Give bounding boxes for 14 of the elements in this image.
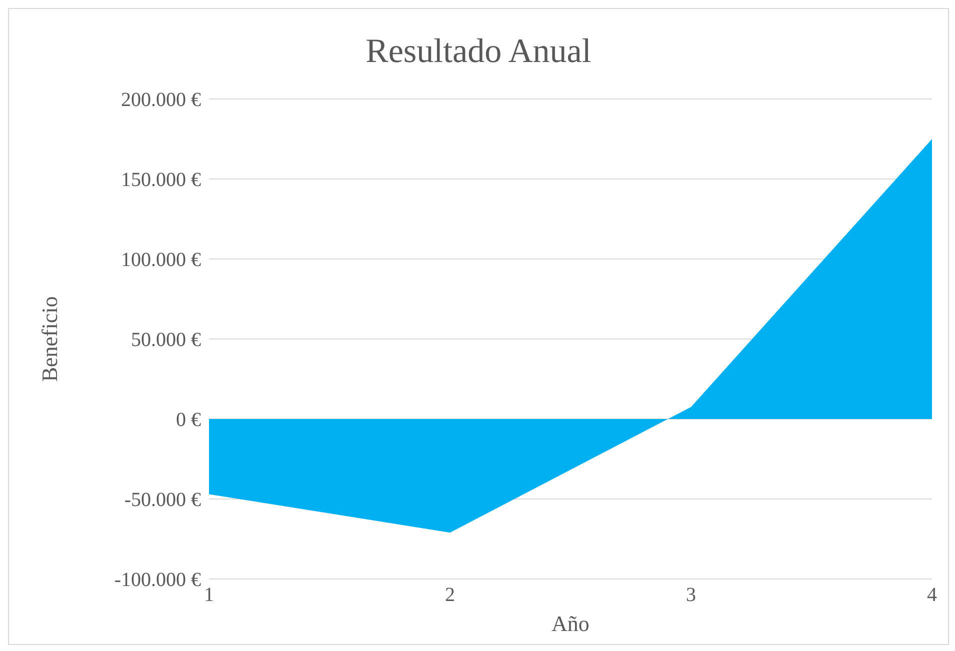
y-tick-label: 100.000 € xyxy=(121,249,201,272)
y-tick-label: 150.000 € xyxy=(121,169,201,192)
x-axis-title: Año xyxy=(552,611,590,636)
chart-title: Resultado Anual xyxy=(364,32,592,72)
y-axis-title: Beneficio xyxy=(36,296,62,382)
x-tick-label: 4 xyxy=(927,584,937,606)
x-tick-label: 2 xyxy=(445,584,455,606)
y-tick-label: -100.000 € xyxy=(114,569,201,592)
y-tick-label: 0 € xyxy=(176,409,201,432)
y-tick-label: -50.000 € xyxy=(124,489,201,512)
x-tick-label: 3 xyxy=(686,584,696,606)
y-tick-label: 50.000 € xyxy=(131,329,201,352)
y-tick-label: 200.000 € xyxy=(121,89,201,112)
x-tick-label: 1 xyxy=(204,584,214,606)
